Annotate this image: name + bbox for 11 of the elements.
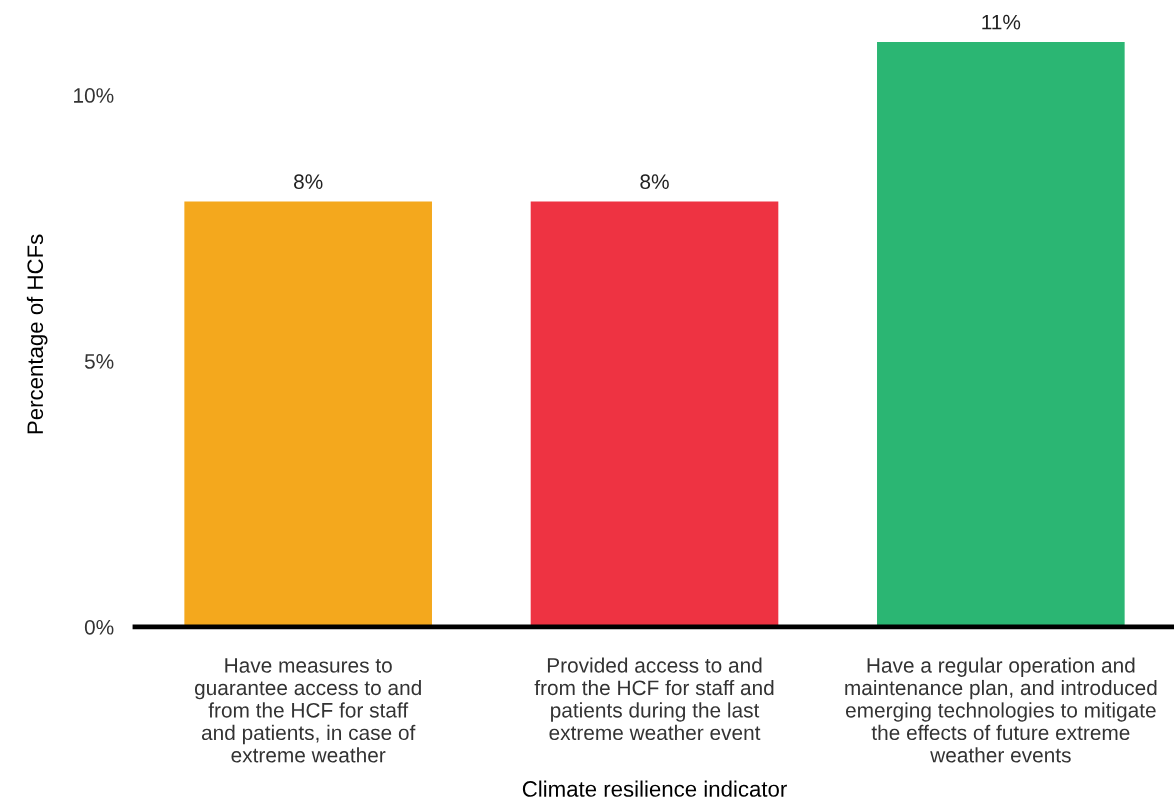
data-label: 8%: [640, 174, 669, 190]
y-axis-title: Percentage of HCFs: [26, 234, 48, 434]
data-label: 11%: [982, 14, 1021, 30]
data-label: 8%: [294, 174, 323, 190]
y-tick-label: 10%: [74, 88, 114, 103]
y-tick-label: 5%: [84, 354, 114, 369]
x-tick-label: Have a regular operation and maintenance plan, and introduced emerging technologies to mitigate the effects of future extreme weather events: [845, 657, 1157, 763]
x-tick-label: Have measures to guarantee access to and from the HCF for staff and patients, in case of extreme weather: [194, 658, 421, 763]
y-tick-label: 0%: [84, 619, 114, 635]
x-tick-label: Provided access to and from the HCF for staff and patients during the last extreme weather event: [534, 657, 774, 741]
x-axis-title: Climate resilience indicator: [522, 780, 787, 797]
